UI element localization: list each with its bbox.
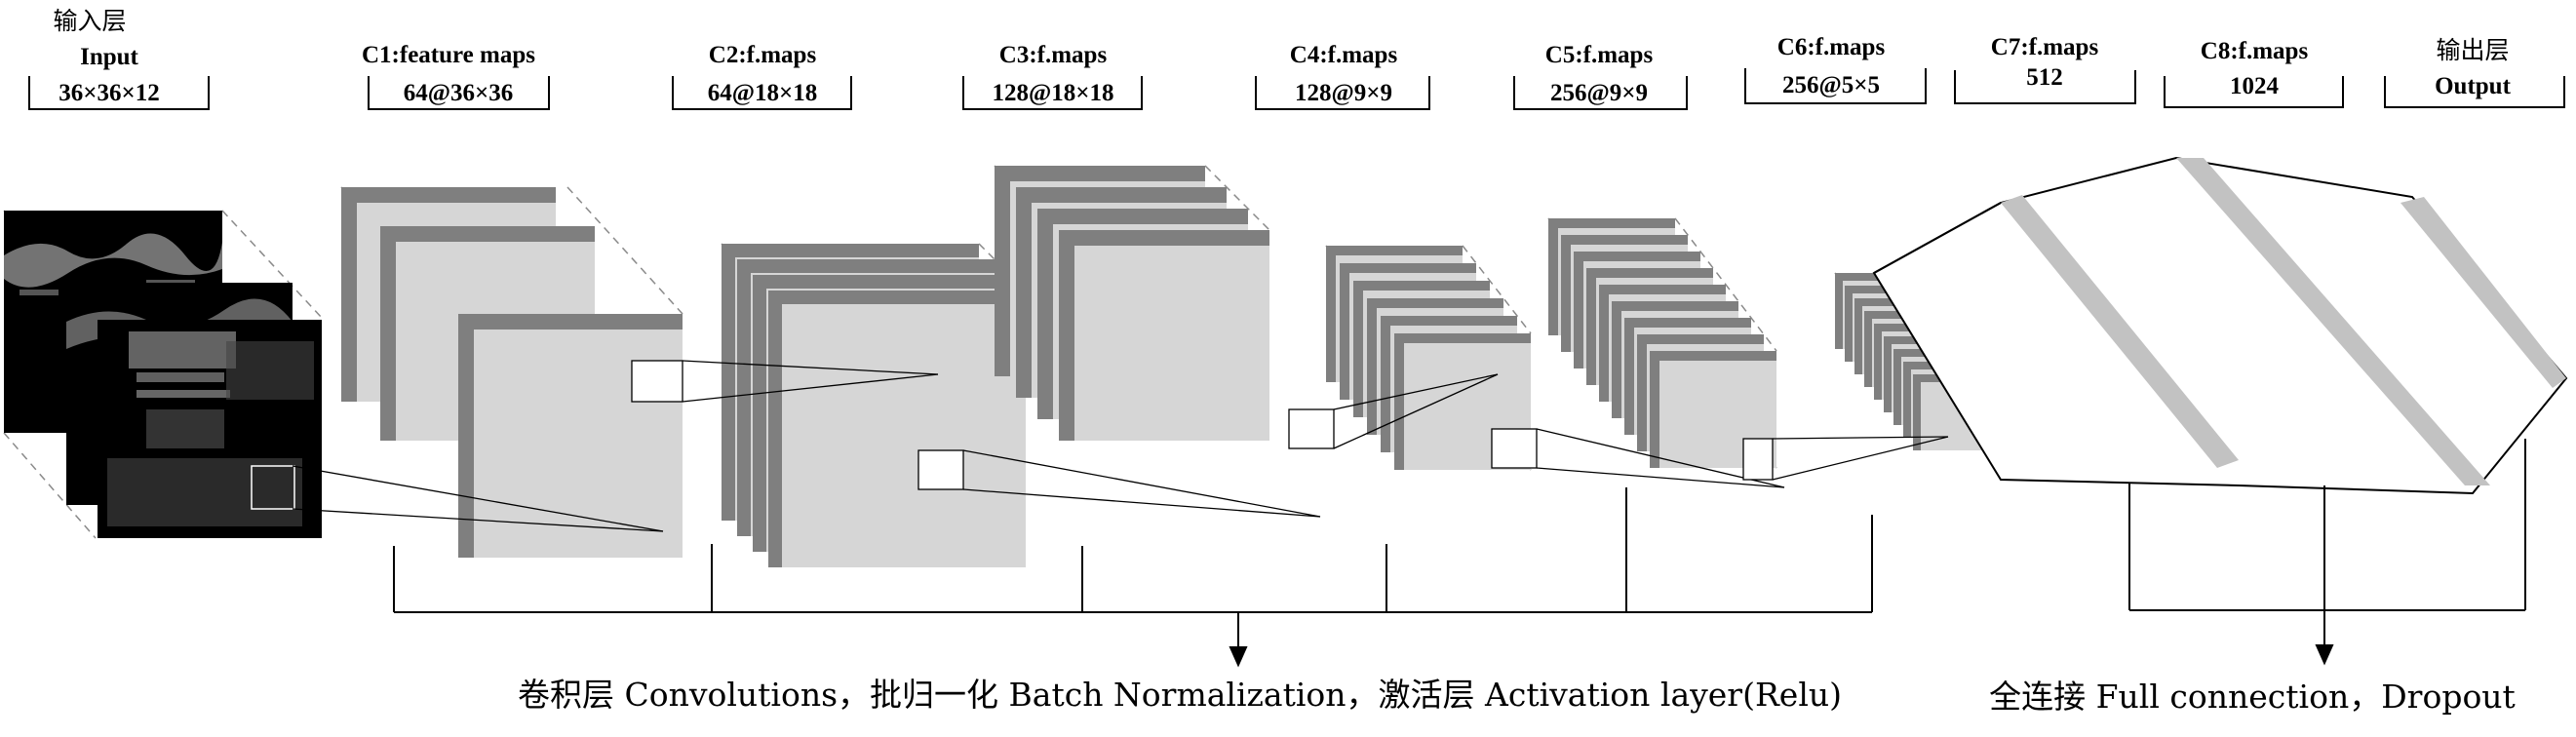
c5-label-name: C5:f.maps <box>1545 42 1654 68</box>
c6-label-name: C6:f.maps <box>1777 34 1886 60</box>
stack-c2 <box>721 243 1027 568</box>
output-label-cn: 输出层 <box>2436 36 2509 64</box>
caption-full-connection: 全连接 Full connection，Dropout <box>1989 678 2516 716</box>
c1-label-dims: 64@36×36 <box>404 80 514 106</box>
c8-label-name: C8:f.maps <box>2201 38 2309 64</box>
c3-map-4 <box>1074 246 1269 441</box>
label-c4: C4:f.maps 128@9×9 <box>1255 42 1430 110</box>
label-output: 输出层 Output <box>2384 36 2565 108</box>
input-kernel-window <box>251 465 295 510</box>
input-label-cn: 输入层 <box>53 7 126 35</box>
label-c3: C3:f.maps 128@18×18 <box>962 42 1143 110</box>
label-c6: C6:f.maps 256@5×5 <box>1744 34 1927 104</box>
stack-c5 <box>1547 217 1777 469</box>
c7-label-dims: 512 <box>2026 64 2063 91</box>
label-c2: C2:f.maps 64@18×18 <box>672 42 852 110</box>
label-c7: C7:f.maps 512 <box>1954 34 2136 104</box>
label-c5: C5:f.maps 256@9×9 <box>1513 42 1688 110</box>
caption-convolutions: 卷积层 Convolutions，批归一化 Batch Normalizatio… <box>518 676 1842 714</box>
c4-label-dims: 128@9×9 <box>1295 80 1392 106</box>
label-c1: C1:feature maps 64@36×36 <box>362 42 550 110</box>
stack-c3 <box>994 165 1270 442</box>
input-label-dims: 36×36×12 <box>59 80 160 106</box>
layer-labels: 输入层 Input 36×36×12 C1:feature maps 64@36… <box>28 7 2565 110</box>
feature-map-stacks <box>340 165 1990 568</box>
c3-label-dims: 128@18×18 <box>993 80 1114 106</box>
c8-label-dims: 1024 <box>2230 73 2280 99</box>
c5-label-dims: 256@9×9 <box>1550 80 1648 106</box>
c1-label-name: C1:feature maps <box>362 42 535 68</box>
input-label-en: Input <box>80 44 138 70</box>
label-input: 输入层 Input 36×36×12 <box>28 7 210 110</box>
fully-connected-block <box>1872 156 2568 495</box>
fc-band-1 <box>2001 195 2239 468</box>
stack-c1 <box>340 186 683 559</box>
c4-label-name: C4:f.maps <box>1290 42 1398 68</box>
c2-label-name: C2:f.maps <box>709 42 817 68</box>
c7-label-name: C7:f.maps <box>1991 34 2099 60</box>
label-c8: C8:f.maps 1024 <box>2164 38 2344 108</box>
fc-band-2 <box>2176 158 2490 485</box>
c2-map-4 <box>782 304 1026 567</box>
kernel-projection-lines <box>292 360 1949 532</box>
input-map-3 <box>98 320 322 538</box>
c2-label-dims: 64@18×18 <box>708 80 818 106</box>
fc-bracket <box>2128 439 2526 666</box>
output-label-en: Output <box>2435 73 2511 99</box>
c3-label-name: C3:f.maps <box>999 42 1108 68</box>
fc-band-3 <box>2400 197 2566 388</box>
c6-label-dims: 256@5×5 <box>1782 72 1880 98</box>
input-stack <box>3 210 323 539</box>
conv-bracket <box>393 487 1873 668</box>
